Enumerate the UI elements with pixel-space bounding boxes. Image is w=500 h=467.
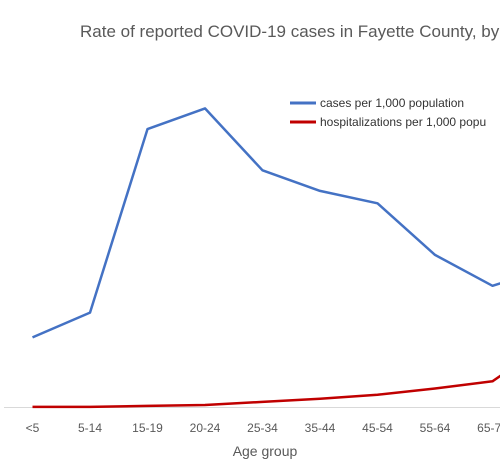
x-tick-label: 45-54 [362, 421, 393, 435]
series-line-1 [32, 374, 500, 409]
series-line-0 [32, 107, 500, 339]
x-tick-label: 15-19 [132, 421, 163, 435]
x-tick-label: 25-34 [247, 421, 278, 435]
x-axis-label: Age group [233, 443, 298, 459]
x-tick-label: 35-44 [305, 421, 336, 435]
legend-label-hospitalizations: hospitalizations per 1,000 popu [320, 115, 486, 129]
x-tick-label: 5-14 [78, 421, 102, 435]
x-tick-label: <5 [26, 421, 40, 435]
x-tick-labels: <5 5-14 15-19 20-24 25-34 35-44 45-54 55-64 65-7… [26, 421, 500, 435]
x-tick-label: 20-24 [190, 421, 221, 435]
legend-label-cases: cases per 1,000 population [320, 96, 464, 110]
legend: cases per 1,000 population hospitalizati… [290, 96, 486, 129]
x-tick-label: 55-64 [420, 421, 451, 435]
chart-title: Rate of reported COVID-19 cases in Fayet… [80, 22, 500, 41]
x-tick-label: 65-74 [477, 421, 500, 435]
series-group [32, 107, 500, 409]
